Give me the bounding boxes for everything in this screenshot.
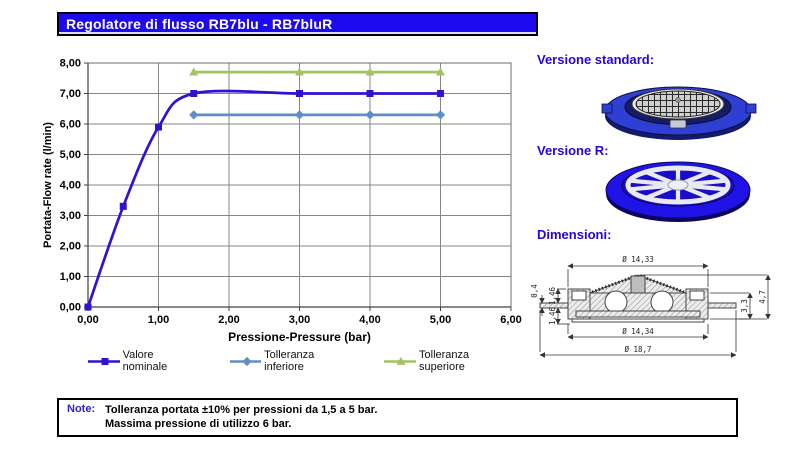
note-line-2: Massima pressione di utilizzo 6 bar. <box>105 418 292 430</box>
note-box: Note: Tolleranza portata ±10% per pressi… <box>57 398 738 437</box>
legend-label-tolleranza-superiore: Tolleranza superiore <box>419 349 470 373</box>
series-tolleranza-superiore <box>189 67 445 76</box>
x-axis-title: Pressione-Pressure (bar) <box>228 330 371 344</box>
dim-left-bottom: 1,46 <box>548 306 557 325</box>
legend-label-tolleranza-inferiore: Tolleranza inferiore <box>264 349 315 373</box>
page-title: Regolatore di flusso RB7blu - RB7bluR <box>66 16 333 32</box>
legend-marker-valore-nominale <box>88 357 120 365</box>
dim-right-inner: 3,3 <box>740 299 749 313</box>
x-tick-label: 4,00 <box>359 314 380 326</box>
x-tick-label: 0,00 <box>77 314 98 326</box>
product-image-r <box>605 161 751 222</box>
y-tick-label: 1,00 <box>60 271 81 283</box>
dim-outer-diameter: Ø 18,7 <box>624 345 651 354</box>
y-tick-label: 6,00 <box>60 119 81 131</box>
legend-item-valore-nominale: Valore nominale <box>88 349 196 373</box>
legend-label-valore-nominale: Valore nominale <box>122 349 168 373</box>
cross-section <box>539 274 737 323</box>
dim-right-total: 4,7 <box>758 290 767 304</box>
title-bar: Regolatore di flusso RB7blu - RB7bluR <box>57 12 538 36</box>
y-tick-label: 3,00 <box>60 210 81 222</box>
note-line-1: Tolleranza portata ±10% per pressioni da… <box>105 404 378 416</box>
dimensions-heading: Dimensioni: <box>537 227 612 242</box>
legend-marker-tolleranza-superiore <box>384 356 417 365</box>
y-axis-title: Portata-Flow rate (l/min) <box>42 122 54 248</box>
legend-marker-tolleranza-inferiore <box>229 356 262 366</box>
y-tick-label: 0,00 <box>60 302 81 314</box>
legend-item-tolleranza-superiore: Tolleranza superiore <box>384 349 511 373</box>
y-tick-label: 8,00 <box>60 58 81 70</box>
flow-chart-area: 0,00 1,00 2,00 3,00 4,00 5,00 6,00 0,00 1,00 2,00… <box>40 45 560 345</box>
legend-item-tolleranza-inferiore: Tolleranza inferiore <box>229 349 351 373</box>
flow-chart: 0,00 1,00 2,00 3,00 4,00 5,00 6,00 0,00 1,00 2,00… <box>42 58 522 344</box>
y-tick-label: 5,00 <box>60 149 81 161</box>
note-label: Note: <box>67 403 96 415</box>
series-tolleranza-inferiore <box>189 110 446 120</box>
standard-version-heading: Versione standard: <box>537 52 655 67</box>
x-tick-label: 2,00 <box>218 314 239 326</box>
x-tick-label: 5,00 <box>430 314 451 326</box>
gridlines <box>84 62 512 311</box>
dimension-lines <box>539 263 771 358</box>
product-image-standard <box>601 86 757 140</box>
dim-top-diameter: Ø 14,33 <box>622 255 654 264</box>
dim-left-flange: 0,4 <box>530 284 539 298</box>
y-tick-label: 4,00 <box>60 180 81 192</box>
dim-mid-diameter: Ø 14,34 <box>622 327 654 336</box>
dim-left-top: 1,46 <box>548 286 557 305</box>
y-tick-label: 2,00 <box>60 241 81 253</box>
series-valore-nominale <box>84 89 444 311</box>
dimensions-drawing: Ø 14,33 Ø 14,34 Ø 18,7 1,46 0,4 1,46 3,3… <box>530 255 771 358</box>
x-tick-label: 6,00 <box>500 314 521 326</box>
r-version-heading: Versione R: <box>537 143 609 158</box>
chart-legend: Valore nominale Tolleranza inferiore Tolle… <box>88 349 511 373</box>
y-tick-label: 7,00 <box>60 88 81 100</box>
x-tick-label: 3,00 <box>289 314 310 326</box>
x-tick-label: 1,00 <box>148 314 169 326</box>
